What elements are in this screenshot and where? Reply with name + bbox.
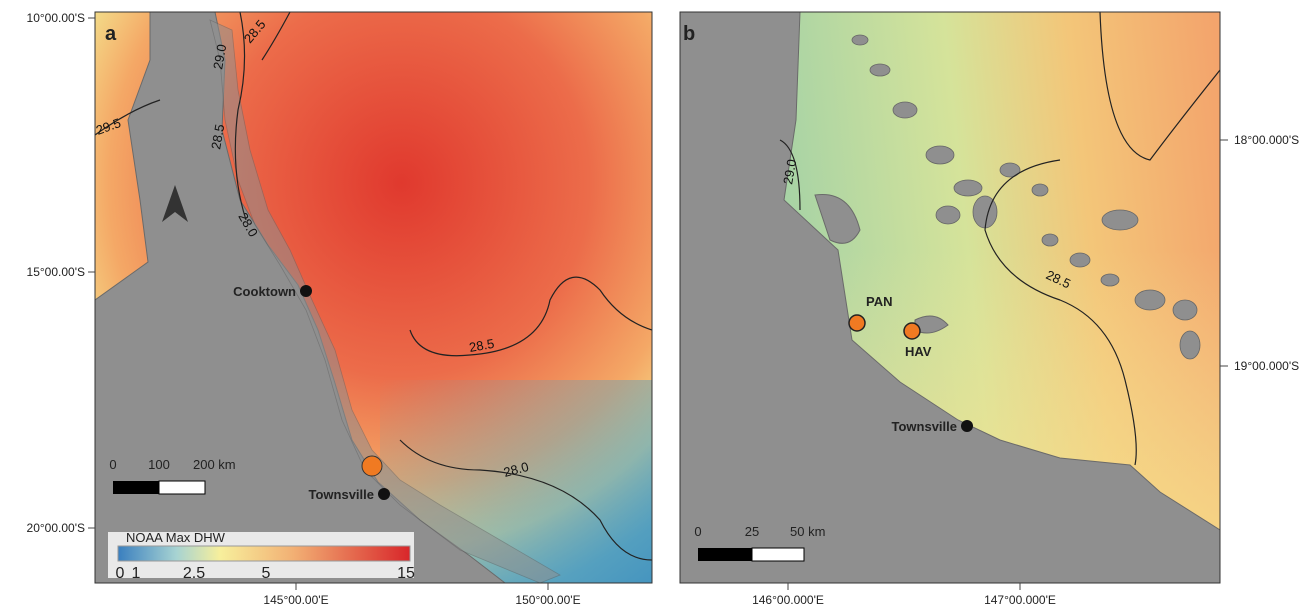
scale-label: 100 bbox=[148, 457, 170, 472]
site-marker bbox=[362, 456, 382, 476]
lon-label: 147°00.000'E bbox=[984, 593, 1056, 607]
lat-label: 10°00.00'S bbox=[27, 11, 85, 25]
panel-letter: a bbox=[105, 23, 117, 45]
legend-tick: 2.5 bbox=[183, 565, 205, 582]
panel-letter: b bbox=[683, 23, 695, 45]
figure: a 10°00.00'S 15°00.00'S 20°00.00'S 145°0… bbox=[0, 0, 1312, 608]
scale-label: 50 km bbox=[790, 524, 825, 539]
place-label: Townsville bbox=[309, 487, 375, 502]
city-marker bbox=[961, 420, 973, 432]
site-label: HAV bbox=[905, 344, 932, 359]
place-label: Townsville bbox=[892, 419, 958, 434]
lat-label: 19°00.000'S bbox=[1234, 359, 1299, 373]
site-marker bbox=[904, 323, 920, 339]
legend-title: NOAA Max DHW bbox=[126, 530, 226, 545]
panel-b-map bbox=[680, 12, 1220, 583]
scale-bar bbox=[113, 481, 159, 494]
place-label: Cooktown bbox=[233, 284, 296, 299]
scale-bar bbox=[752, 548, 804, 561]
scale-label: 0 bbox=[694, 524, 701, 539]
legend-tick: 15 bbox=[397, 565, 415, 582]
scale-bar bbox=[698, 548, 752, 561]
legend-tick: 0 bbox=[116, 565, 125, 582]
lon-label: 145°00.00'E bbox=[263, 593, 328, 607]
scale-label: 200 km bbox=[193, 457, 236, 472]
legend-tick: 1 bbox=[132, 565, 141, 582]
lon-label: 150°00.00'E bbox=[515, 593, 580, 607]
scale-label: 25 bbox=[745, 524, 759, 539]
lat-label: 15°00.00'S bbox=[27, 265, 85, 279]
scale-bar bbox=[159, 481, 205, 494]
city-marker bbox=[378, 488, 390, 500]
site-label: PAN bbox=[866, 294, 892, 309]
lon-label: 146°00.000'E bbox=[752, 593, 824, 607]
city-marker bbox=[300, 285, 312, 297]
legend-tick: 5 bbox=[262, 565, 271, 582]
lat-label: 20°00.00'S bbox=[27, 521, 85, 535]
site-marker bbox=[849, 315, 865, 331]
colorbar bbox=[118, 546, 410, 561]
lat-label: 18°00.000'S bbox=[1234, 133, 1299, 147]
scale-label: 0 bbox=[109, 457, 116, 472]
